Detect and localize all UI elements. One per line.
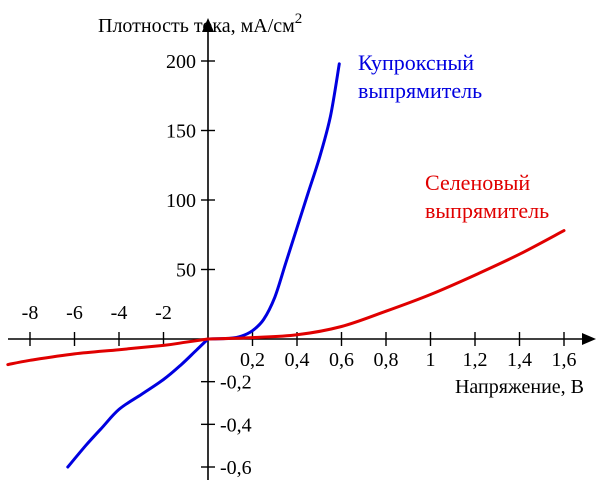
y-tick-label: -0,6: [220, 457, 252, 479]
x-tick-label: 1,6: [552, 349, 577, 371]
cuprox-label-line: Купроксный: [358, 50, 474, 75]
x-tick-label: 0,8: [374, 349, 399, 371]
selenium-label: Селеновый выпрямитель: [425, 170, 549, 223]
x-axis-arrow-icon: [582, 333, 596, 345]
x-tick-label: 1,2: [463, 349, 488, 371]
cuprox-curve-reverse: [66, 337, 210, 469]
selenium-label-line: Селеновый: [425, 170, 530, 195]
y-tick-label: -0,2: [220, 372, 252, 394]
y-tick-label: 200: [166, 51, 196, 73]
cuprox-label: Купроксный выпрямитель: [358, 50, 482, 103]
selenium-curve-forward: [206, 229, 566, 341]
y-tick-label: -0,4: [220, 414, 252, 436]
x-tick-label: -6: [66, 302, 83, 324]
x-tick-label: -8: [22, 302, 39, 324]
axes: [8, 18, 596, 480]
y-axis-arrow-icon: [202, 18, 214, 32]
x-tick-label: -2: [155, 302, 172, 324]
selenium-label-line: выпрямитель: [425, 198, 549, 223]
y-axis-title-sup: 2: [295, 11, 303, 27]
y-tick-label: 50: [176, 260, 196, 282]
y-tick-label: 100: [166, 190, 196, 212]
x-tick-label: 1: [426, 349, 436, 371]
x-tick-label: 1,4: [507, 349, 532, 371]
selenium-curve-reverse: [6, 337, 210, 367]
y-axis-title: Плотность тока, мА/см2: [98, 11, 302, 37]
x-axis-title: Напряжение, В: [455, 376, 584, 398]
x-tick-label: 0,6: [329, 349, 354, 371]
labels: Плотность тока, мА/см2 Напряжение, В: [98, 11, 584, 398]
cuprox-label-line: выпрямитель: [358, 78, 482, 103]
y-tick-label: 150: [166, 121, 196, 143]
series: Купроксный выпрямитель Селеновый выпрямител…: [6, 50, 566, 469]
x-tick-label: -4: [111, 302, 128, 324]
ticks: 0,2 0,4 0,6 0,8 1 1,2 1,4 1,6 -8 -6 -4 -250 100 150 20…: [22, 51, 577, 479]
cuprox-curve-forward: [206, 62, 341, 341]
x-tick-label: 0,4: [285, 349, 310, 371]
x-tick-label: 0,2: [240, 349, 265, 371]
